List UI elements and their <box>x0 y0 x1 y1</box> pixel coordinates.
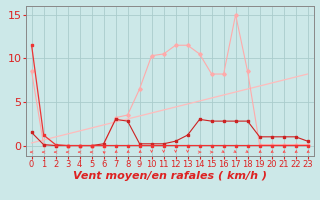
X-axis label: Vent moyen/en rafales ( km/h ): Vent moyen/en rafales ( km/h ) <box>73 171 267 181</box>
